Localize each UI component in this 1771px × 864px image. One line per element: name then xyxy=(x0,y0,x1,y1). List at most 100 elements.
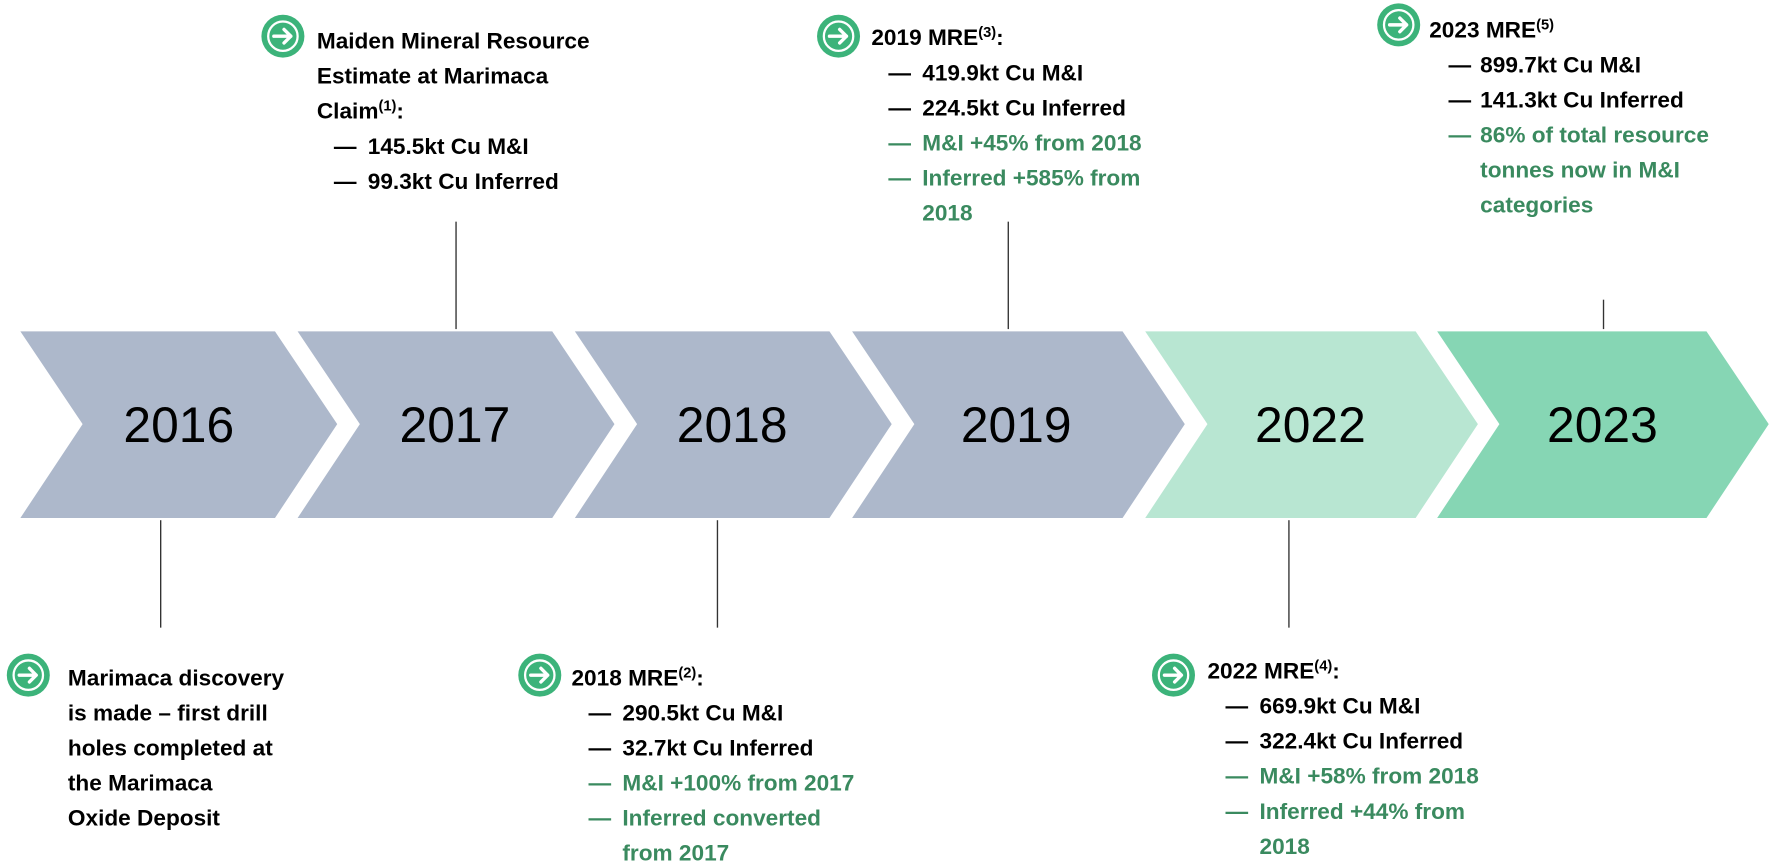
arrow-icon-ring xyxy=(523,659,556,691)
heading-text: Oxide Deposit xyxy=(68,806,221,831)
heading-text: the Marimaca xyxy=(68,770,213,795)
arrow-icon-ring xyxy=(1382,9,1415,41)
bullet-text: M&I +58% from 2018 xyxy=(1260,764,1479,789)
heading-text: 2022 MRE xyxy=(1207,659,1314,684)
bullet-text: 145.5kt Cu M&I xyxy=(368,134,529,159)
heading-suffix: : xyxy=(396,99,404,124)
callout: 2022 MRE(4): — 669.9kt Cu M&I — 322.4kt Cu I… xyxy=(1151,653,1479,859)
arrow-icon-ring xyxy=(267,20,299,53)
bullet-text: from 2017 xyxy=(622,841,729,864)
footnote-ref: (1) xyxy=(378,99,396,115)
chevron xyxy=(20,331,338,518)
heading-text: Marimaca discovery xyxy=(68,665,285,690)
heading-text: Maiden Mineral Resource xyxy=(317,29,590,54)
bullet-text: 2018 xyxy=(1260,834,1310,859)
callout-heading: Marimaca discovery xyxy=(68,665,285,690)
bullet-text: 86% of total resource xyxy=(1480,122,1709,147)
bullet-text: 2018 xyxy=(922,201,972,226)
bullet-text: 419.9kt Cu M&I xyxy=(922,60,1083,85)
bullet-text: 32.7kt Cu Inferred xyxy=(622,735,813,760)
arrow-glyph xyxy=(272,27,293,45)
bullet-text: M&I +100% from 2017 xyxy=(622,770,854,795)
callout-heading: holes completed at xyxy=(68,735,273,760)
bullet-text: 899.7kt Cu M&I xyxy=(1480,52,1641,77)
callout: 2018 MRE(2): — 290.5kt Cu M&I — 32.7kt Cu In… xyxy=(518,653,854,864)
bullet-text: M&I +45% from 2018 xyxy=(922,130,1141,155)
bullet-text: tonnes now in M&I xyxy=(1480,158,1680,183)
arrow-icon-ring xyxy=(1157,659,1190,691)
arrow-glyph xyxy=(17,666,38,684)
heading-text: 2019 MRE xyxy=(871,25,978,50)
bullet-text: Inferred +585% from xyxy=(922,165,1140,190)
callout: Marimaca discovery is made – first drill h… xyxy=(6,653,285,831)
footnote-ref: (3) xyxy=(978,25,996,41)
heading-suffix: : xyxy=(1332,659,1340,684)
bullet-dash: — xyxy=(1226,729,1249,754)
bullet-dash: — xyxy=(334,134,357,159)
arrow-glyph xyxy=(1387,16,1409,34)
heading-suffix: : xyxy=(996,25,1004,50)
bullet-dash: — xyxy=(1226,694,1249,719)
heading-text: Claim xyxy=(317,99,379,124)
heading-text: Estimate at Marimaca xyxy=(317,64,549,89)
callout-heading: 2023 MRE(5) xyxy=(1429,17,1554,42)
bullet-text: 224.5kt Cu Inferred xyxy=(922,95,1126,120)
bullet-dash: — xyxy=(1226,799,1249,824)
year-label: 2019 xyxy=(961,397,1072,453)
arrow-icon-ring xyxy=(12,659,45,691)
bullet-dash: — xyxy=(1226,764,1249,789)
callout: Maiden Mineral Resource Estimate at Marim… xyxy=(261,14,590,194)
callout-heading: Claim(1): xyxy=(317,99,404,124)
arrow-glyph xyxy=(827,27,849,45)
heading-text: holes completed at xyxy=(68,735,273,760)
arrow-glyph xyxy=(529,666,550,684)
heading-text: is made – first drill xyxy=(68,700,268,725)
chevron xyxy=(852,331,1185,518)
bullet-text: Inferred +44% from xyxy=(1260,799,1466,824)
bullet-dash: — xyxy=(1448,52,1471,77)
callout-heading: Maiden Mineral Resource xyxy=(317,29,590,54)
callout-heading: 2018 MRE(2): xyxy=(571,665,703,690)
bullet-text: 290.5kt Cu M&I xyxy=(622,700,783,725)
year-label: 2016 xyxy=(123,397,234,453)
year-label: 2017 xyxy=(400,397,511,453)
bullet-dash: — xyxy=(1448,87,1471,112)
footnote-ref: (5) xyxy=(1536,17,1554,33)
bullet-text: Inferred converted xyxy=(622,806,821,831)
bullet-dash: — xyxy=(588,770,611,795)
bullet-dash: — xyxy=(888,95,911,120)
chevron xyxy=(1437,331,1769,518)
chevron xyxy=(1145,331,1478,518)
arrow-icon-ring xyxy=(822,20,855,53)
bullet-text: categories xyxy=(1480,193,1593,218)
bullet-dash: — xyxy=(588,700,611,725)
bullet-dash: — xyxy=(588,735,611,760)
footnote-ref: (2) xyxy=(678,665,696,681)
bullet-text: 99.3kt Cu Inferred xyxy=(368,169,559,194)
bullet-text: 141.3kt Cu Inferred xyxy=(1480,87,1684,112)
bullet-dash: — xyxy=(888,130,911,155)
year-label: 2023 xyxy=(1547,397,1658,453)
bullet-text: 669.9kt Cu M&I xyxy=(1260,694,1421,719)
year-label: 2018 xyxy=(677,397,788,453)
bullet-dash: — xyxy=(334,169,357,194)
footnote-ref: (4) xyxy=(1314,659,1332,675)
chevron xyxy=(574,331,892,518)
callout-heading: 2022 MRE(4): xyxy=(1207,659,1339,684)
heading-suffix: : xyxy=(696,665,704,690)
callout: 2023 MRE(5) — 899.7kt Cu M&I — 141.3kt Cu In… xyxy=(1377,3,1709,218)
callout-heading: 2019 MRE(3): xyxy=(871,25,1003,50)
callout-heading: Estimate at Marimaca xyxy=(317,64,549,89)
callout-heading: Oxide Deposit xyxy=(68,806,221,831)
bullet-dash: — xyxy=(888,165,911,190)
bullet-text: 322.4kt Cu Inferred xyxy=(1260,729,1464,754)
year-label: 2022 xyxy=(1255,397,1366,453)
callout: 2019 MRE(3): — 419.9kt Cu M&I — 224.5kt Cu I… xyxy=(817,14,1142,226)
bullet-dash: — xyxy=(588,806,611,831)
heading-text: 2023 MRE xyxy=(1429,17,1536,42)
callout-heading: is made – first drill xyxy=(68,700,268,725)
bullet-dash: — xyxy=(1448,122,1471,147)
arrow-glyph xyxy=(1162,666,1184,684)
